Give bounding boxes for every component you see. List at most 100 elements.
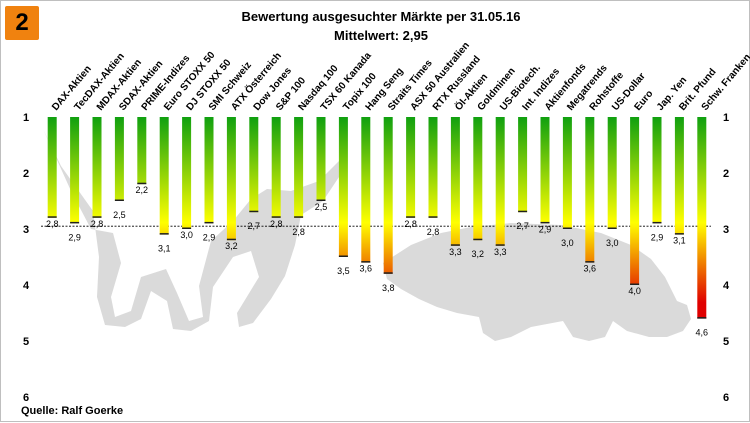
bar-0 <box>47 117 57 218</box>
y-tick-right-3: 3 <box>723 224 729 236</box>
value-label-12: 2,5 <box>315 202 328 212</box>
bar-cap-7 <box>204 221 214 224</box>
bar-cap-8 <box>226 238 236 241</box>
bull-silhouette <box>43 129 347 331</box>
value-label-24: 3,6 <box>584 264 597 274</box>
value-label-14: 3,6 <box>360 264 373 274</box>
bar-cap-28 <box>674 233 684 235</box>
y-tick-right-1: 1 <box>723 112 729 124</box>
bar-cap-17 <box>428 216 438 218</box>
bear-silhouette <box>383 223 691 341</box>
bar-cap-15 <box>383 272 393 274</box>
value-label-5: 3,1 <box>158 244 171 254</box>
value-label-26: 4,0 <box>628 286 641 296</box>
y-tick-right-5: 5 <box>723 336 729 348</box>
bar-cap-23 <box>562 227 572 229</box>
value-label-19: 3,2 <box>472 249 485 259</box>
value-label-15: 3,8 <box>382 283 395 293</box>
bar-4 <box>137 117 147 185</box>
y-tick-left-5: 5 <box>23 336 29 348</box>
value-label-13: 3,5 <box>337 266 350 276</box>
chart-number-badge: 2 <box>5 6 39 40</box>
value-label-7: 2,9 <box>203 232 216 242</box>
bar-cap-24 <box>585 261 595 263</box>
value-label-20: 3,3 <box>494 247 507 257</box>
bar-2 <box>92 117 102 218</box>
bar-cap-16 <box>406 216 416 218</box>
bar-cap-6 <box>182 227 192 229</box>
bar-18 <box>450 117 460 246</box>
bar-cap-13 <box>338 255 348 257</box>
bar-24 <box>585 117 595 263</box>
value-label-27: 2,9 <box>651 232 664 242</box>
bar-9 <box>249 117 259 213</box>
bar-6 <box>182 117 192 229</box>
bar-27 <box>652 117 662 224</box>
bar-8 <box>226 117 236 241</box>
bar-cap-4 <box>137 182 147 185</box>
bar-14 <box>361 117 371 263</box>
bar-cap-14 <box>361 261 371 263</box>
bar-cap-5 <box>159 233 169 235</box>
bar-cap-19 <box>473 238 483 241</box>
value-label-21: 2,7 <box>516 221 529 231</box>
bar-cap-1 <box>70 221 80 224</box>
value-labels: 2,8 2,9 2,8 2,5 2,2 3,1 3,0 2,9 3,2 2,7 2,8 2,8 2,5 3… <box>46 185 708 337</box>
bar-cap-26 <box>630 283 640 285</box>
bar-cap-21 <box>518 210 528 213</box>
bar-23 <box>562 117 572 229</box>
chart-subtitle: Mittelwert: 2,95 <box>334 28 428 43</box>
bar-15 <box>383 117 393 274</box>
bar-cap-11 <box>294 216 304 218</box>
bar-cap-3 <box>114 199 124 201</box>
bar-29 <box>697 117 707 319</box>
bar-1 <box>70 117 80 224</box>
y-tick-right-2: 2 <box>723 168 729 180</box>
bar-cap-29 <box>697 317 707 319</box>
value-label-4: 2,2 <box>136 185 149 195</box>
value-label-2: 2,8 <box>91 219 104 229</box>
y-tick-right-6: 6 <box>723 392 729 404</box>
y-tick-left-2: 2 <box>23 168 29 180</box>
bar-28 <box>674 117 684 235</box>
y-tick-left-3: 3 <box>23 224 29 236</box>
value-label-9: 2,7 <box>248 221 261 231</box>
value-label-18: 3,3 <box>449 247 462 257</box>
bar-cap-27 <box>652 221 662 224</box>
bar-20 <box>495 117 505 246</box>
value-label-25: 3,0 <box>606 238 619 248</box>
y-axes: 1 1 2 2 3 3 4 4 5 5 6 6 <box>23 112 730 404</box>
bar-cap-25 <box>607 227 617 229</box>
bar-16 <box>406 117 416 218</box>
value-label-1: 2,9 <box>68 232 81 242</box>
value-label-29: 4,6 <box>696 328 709 338</box>
bar-cap-0 <box>47 216 57 218</box>
value-label-10: 2,8 <box>270 219 283 229</box>
bar-13 <box>338 117 348 257</box>
bar-17 <box>428 117 438 218</box>
chart-title: Bewertung ausgesuchter Märkte per 31.05.… <box>241 9 521 24</box>
y-tick-left-1: 1 <box>23 112 29 124</box>
value-label-28: 3,1 <box>673 236 686 246</box>
bar-3 <box>114 117 124 201</box>
bars-group <box>47 117 707 319</box>
y-tick-left-4: 4 <box>23 280 30 292</box>
value-label-16: 2,8 <box>404 219 417 229</box>
bar-5 <box>159 117 169 235</box>
bar-cap-10 <box>271 216 281 218</box>
bar-11 <box>294 117 304 218</box>
value-label-3: 2,5 <box>113 210 126 220</box>
bar-cap-18 <box>450 244 460 246</box>
bar-cap-22 <box>540 221 550 224</box>
value-label-23: 3,0 <box>561 238 574 248</box>
value-label-17: 2,8 <box>427 227 440 237</box>
bar-10 <box>271 117 281 218</box>
value-label-0: 2,8 <box>46 219 59 229</box>
bar-19 <box>473 117 483 241</box>
bar-22 <box>540 117 550 224</box>
bar-cap-9 <box>249 210 259 213</box>
bar-25 <box>607 117 617 229</box>
value-label-11: 2,8 <box>292 227 305 237</box>
